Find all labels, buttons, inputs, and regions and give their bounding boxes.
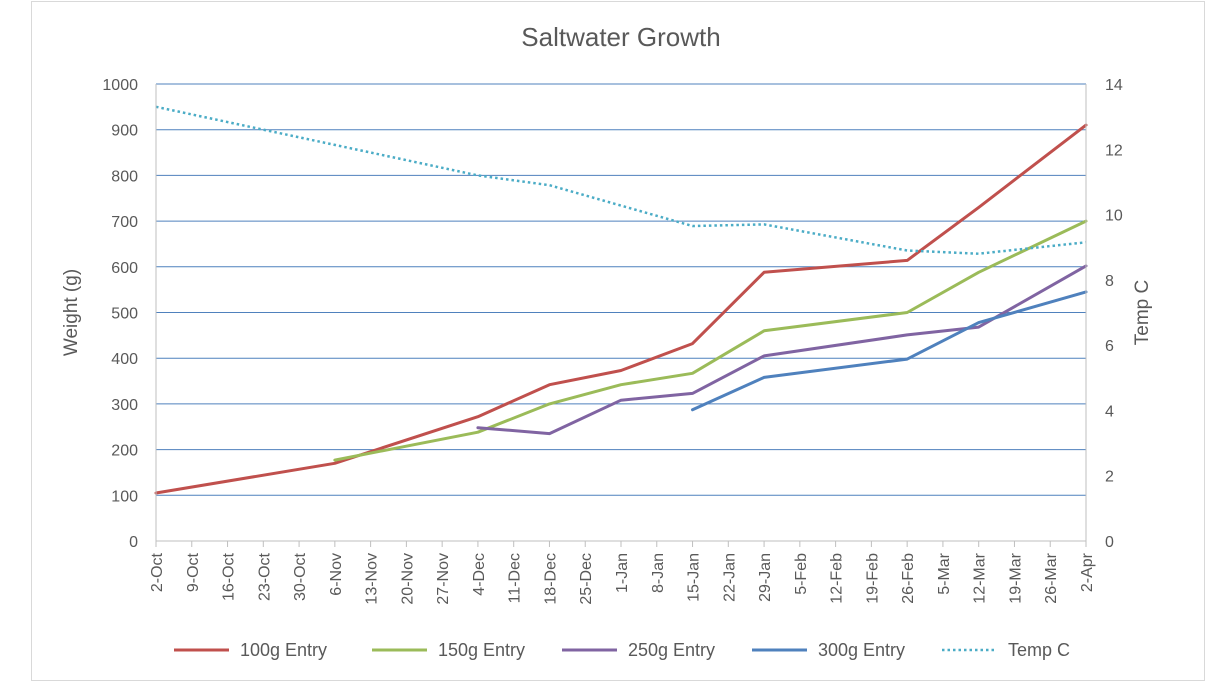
- y-tick-label: 100: [111, 488, 138, 505]
- x-tick-label: 22-Jan: [721, 553, 738, 602]
- legend: 100g Entry 150g Entry 250g Entry 300g Entry…: [174, 640, 1070, 660]
- x-tick-label: 16-Oct: [221, 552, 238, 601]
- legend-label: 150g Entry: [438, 640, 525, 660]
- y-tick-label: 800: [111, 168, 138, 185]
- y-tick-label: 200: [111, 443, 138, 460]
- y-tick-label: 400: [111, 351, 138, 368]
- y-axis-title: Weight (g): [61, 269, 82, 356]
- x-tick-label: 19-Mar: [1007, 552, 1024, 603]
- legend-label: 300g Entry: [818, 640, 905, 660]
- x-tick-label: 18-Dec: [542, 553, 559, 605]
- x-tick-label: 29-Jan: [757, 553, 774, 602]
- y-tick-label: 500: [111, 306, 138, 323]
- x-tick-label: 30-Oct: [292, 552, 309, 601]
- gridlines: [156, 83, 1086, 496]
- saltwater-growth-chart: 0 100 200 300 400 500 600 700 800 900 1000 0 2 4 6 8 10 1…: [61, 22, 1153, 660]
- x-tick-label: 12-Mar: [972, 552, 989, 603]
- x-tick-label: 9-Oct: [185, 552, 202, 592]
- legend-label: Temp C: [1008, 640, 1070, 660]
- x-tick-label: 5-Mar: [936, 552, 953, 594]
- x-tick-label: 2-Apr: [1079, 552, 1096, 592]
- y2-axis-title: Temp C: [1132, 280, 1153, 345]
- axes: 0 100 200 300 400 500 600 700 800 900 1000 0 2 4 6 8 10 1…: [102, 77, 1122, 605]
- x-tick-label: 12-Feb: [829, 553, 846, 604]
- x-tick-label: 15-Jan: [686, 553, 703, 602]
- y-tick-label: 700: [111, 214, 138, 231]
- x-tick-label: 6-Nov: [328, 553, 345, 596]
- y-tick-label: 900: [111, 123, 138, 140]
- chart-frame: 0 100 200 300 400 500 600 700 800 900 1000 0 2 4 6 8 10 1…: [31, 1, 1205, 681]
- legend-label: 100g Entry: [240, 640, 327, 660]
- x-tick-label: 26-Feb: [900, 553, 917, 604]
- x-tick-label: 25-Dec: [578, 553, 595, 605]
- y-tick-label: 600: [111, 260, 138, 277]
- legend-label: 250g Entry: [628, 640, 715, 660]
- series-line-temp-c: [155, 105, 1087, 255]
- y2-tick-label: 6: [1105, 338, 1114, 355]
- series-line-250g-entry: [476, 264, 1088, 436]
- y-tick-label: 1000: [102, 77, 138, 94]
- series-line-150g-entry: [333, 219, 1088, 462]
- y-tick-label: 300: [111, 397, 138, 414]
- x-tick-label: 20-Nov: [399, 553, 416, 605]
- y2-tick-label: 8: [1105, 273, 1114, 290]
- x-tick-label: 2-Oct: [149, 552, 166, 592]
- y2-tick-label: 14: [1105, 77, 1123, 94]
- series-line-100g-entry: [154, 123, 1088, 495]
- x-tick-label: 1-Jan: [614, 553, 631, 593]
- x-tick-label: 4-Dec: [471, 553, 488, 596]
- x-tick-label: 27-Nov: [435, 553, 452, 605]
- x-tick-label: 26-Mar: [1043, 552, 1060, 603]
- x-tick-label: 11-Dec: [507, 553, 524, 603]
- y2-tick-label: 12: [1105, 142, 1123, 159]
- y2-tick-label: 10: [1105, 208, 1123, 225]
- y2-tick-label: 0: [1105, 534, 1114, 551]
- y2-tick-label: 2: [1105, 469, 1114, 486]
- chart-title: Saltwater Growth: [521, 22, 720, 52]
- series-lines: [154, 105, 1088, 495]
- x-tick-label: 5-Feb: [793, 553, 810, 595]
- x-tick-label: 23-Oct: [256, 552, 273, 601]
- series-line-300g-entry: [691, 290, 1088, 412]
- x-tick-label: 19-Feb: [864, 553, 881, 604]
- y2-tick-label: 4: [1105, 403, 1114, 420]
- x-tick-label: 8-Jan: [650, 553, 667, 593]
- y-tick-label: 0: [129, 534, 138, 551]
- x-tick-label: 13-Nov: [364, 553, 381, 605]
